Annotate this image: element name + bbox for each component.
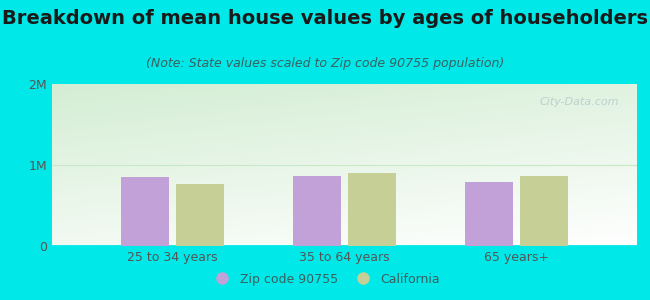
Bar [293,176,341,246]
Legend: Zip code 90755, California: Zip code 90755, California [205,268,445,291]
Bar [176,184,224,246]
Bar [520,176,568,246]
Text: (Note: State values scaled to Zip code 90755 population): (Note: State values scaled to Zip code 9… [146,57,504,70]
Text: City-Data.com: City-Data.com [540,97,619,107]
Bar [121,177,169,246]
Bar [465,182,513,246]
Text: Breakdown of mean house values by ages of householders: Breakdown of mean house values by ages o… [2,9,648,28]
Bar [348,173,396,246]
